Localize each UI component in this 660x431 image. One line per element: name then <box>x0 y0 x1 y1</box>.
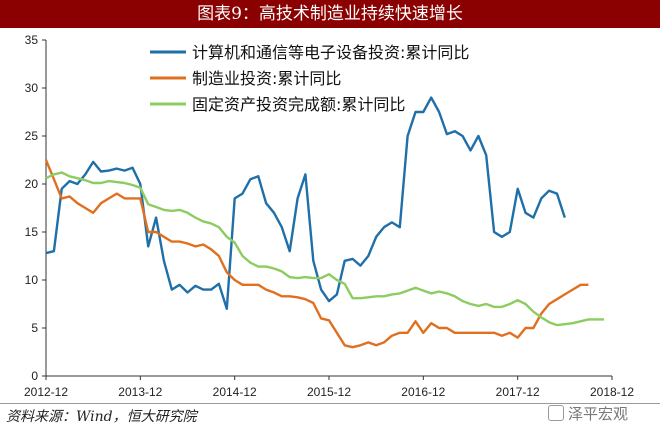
watermark-text: 泽平宏观 <box>568 405 629 423</box>
series-line-2 <box>44 159 589 349</box>
x-tick-label: 2015-12 <box>307 385 351 399</box>
wechat-icon <box>548 405 564 421</box>
y-tick-label: 15 <box>25 225 39 239</box>
y-tick-label: 5 <box>31 321 38 335</box>
y-tick-label: 0 <box>31 369 38 383</box>
watermark: 泽平宏观 <box>548 403 628 424</box>
x-tick-label: 2013-12 <box>118 385 162 399</box>
line-chart: 0 5 10 15 20 25 30 35 2012-12 2013-12 2014-12 2015-… <box>24 33 634 399</box>
source-note: 资料来源：Wind，恒大研究院 <box>6 409 197 425</box>
x-tick-label: 2014-12 <box>213 385 257 399</box>
legend-label-2: 制造业投资:累计同比 <box>192 69 341 88</box>
x-tick-label: 2012-12 <box>24 385 68 399</box>
y-tick-label: 25 <box>25 129 39 143</box>
chart-title: 图表9：高技术制造业持续快速增长 <box>0 0 660 28</box>
series-line-3 <box>45 171 605 327</box>
footer-divider <box>0 403 660 404</box>
legend-label-1: 计算机和通信等电子设备投资:累计同比 <box>192 43 469 62</box>
series-line-1 <box>45 96 566 310</box>
y-tick-label: 20 <box>25 177 39 191</box>
x-tick-label: 2017-12 <box>496 385 540 399</box>
y-tick-label: 35 <box>25 33 39 47</box>
y-tick-label: 10 <box>25 273 39 287</box>
y-tick-label: 30 <box>25 81 39 95</box>
legend-label-3: 固定资产投资完成额:累计同比 <box>192 95 405 114</box>
x-tick-label: 2016-12 <box>401 385 445 399</box>
x-tick-label: 2018-12 <box>590 385 634 399</box>
